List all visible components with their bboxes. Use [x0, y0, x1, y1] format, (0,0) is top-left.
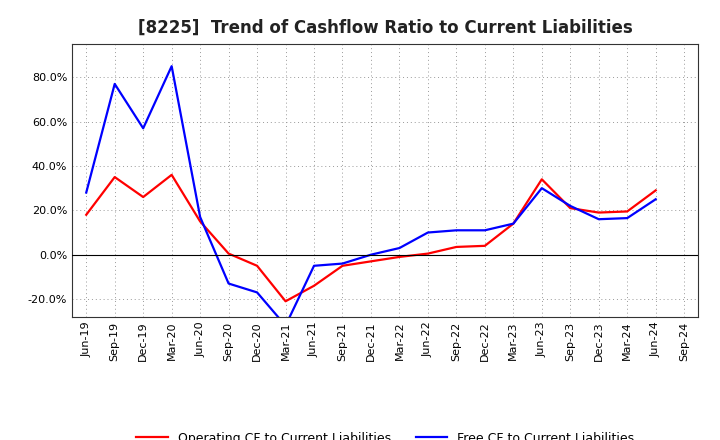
Operating CF to Current Liabilities: [253, 263, 261, 268]
Free CF to Current Liabilities: [282, 323, 290, 328]
Operating CF to Current Liabilities: [282, 299, 290, 304]
Operating CF to Current Liabilities: [452, 244, 461, 249]
Operating CF to Current Liabilities: [82, 212, 91, 217]
Line: Operating CF to Current Liabilities: Operating CF to Current Liabilities: [86, 175, 656, 301]
Free CF to Current Liabilities: [253, 290, 261, 295]
Free CF to Current Liabilities: [366, 252, 375, 257]
Operating CF to Current Liabilities: [509, 221, 518, 226]
Operating CF to Current Liabilities: [110, 174, 119, 180]
Free CF to Current Liabilities: [310, 263, 318, 268]
Free CF to Current Liabilities: [82, 190, 91, 195]
Free CF to Current Liabilities: [509, 221, 518, 226]
Free CF to Current Liabilities: [652, 197, 660, 202]
Operating CF to Current Liabilities: [310, 283, 318, 288]
Operating CF to Current Liabilities: [139, 194, 148, 200]
Operating CF to Current Liabilities: [623, 209, 631, 214]
Operating CF to Current Liabilities: [395, 254, 404, 260]
Free CF to Current Liabilities: [338, 261, 347, 266]
Title: [8225]  Trend of Cashflow Ratio to Current Liabilities: [8225] Trend of Cashflow Ratio to Curren…: [138, 19, 633, 37]
Operating CF to Current Liabilities: [167, 172, 176, 177]
Operating CF to Current Liabilities: [480, 243, 489, 249]
Free CF to Current Liabilities: [623, 216, 631, 221]
Free CF to Current Liabilities: [395, 246, 404, 251]
Free CF to Current Liabilities: [196, 214, 204, 220]
Operating CF to Current Liabilities: [652, 188, 660, 193]
Operating CF to Current Liabilities: [566, 205, 575, 211]
Free CF to Current Liabilities: [167, 63, 176, 69]
Free CF to Current Liabilities: [423, 230, 432, 235]
Operating CF to Current Liabilities: [423, 251, 432, 256]
Free CF to Current Liabilities: [537, 186, 546, 191]
Free CF to Current Liabilities: [110, 81, 119, 87]
Free CF to Current Liabilities: [139, 126, 148, 131]
Operating CF to Current Liabilities: [196, 219, 204, 224]
Free CF to Current Liabilities: [566, 203, 575, 209]
Free CF to Current Liabilities: [480, 227, 489, 233]
Free CF to Current Liabilities: [452, 227, 461, 233]
Free CF to Current Liabilities: [595, 216, 603, 222]
Operating CF to Current Liabilities: [366, 259, 375, 264]
Legend: Operating CF to Current Liabilities, Free CF to Current Liabilities: Operating CF to Current Liabilities, Fre…: [131, 427, 639, 440]
Line: Free CF to Current Liabilities: Free CF to Current Liabilities: [86, 66, 656, 326]
Operating CF to Current Liabilities: [338, 263, 347, 268]
Free CF to Current Liabilities: [225, 281, 233, 286]
Operating CF to Current Liabilities: [537, 176, 546, 182]
Operating CF to Current Liabilities: [225, 251, 233, 256]
Operating CF to Current Liabilities: [595, 210, 603, 215]
